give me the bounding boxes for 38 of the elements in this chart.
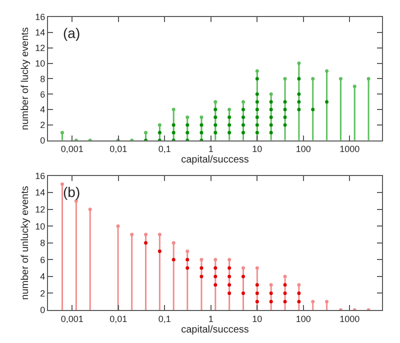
x-tick-label: 1000 [340, 314, 360, 324]
y-tick-label: 10 [35, 58, 46, 68]
annotation: (b) [63, 184, 80, 200]
y-tick-label: 4 [40, 104, 46, 115]
y-tick-label: 14 [35, 188, 46, 198]
y-tick-label: 2 [40, 288, 46, 298]
x-tick-label: 1 [208, 144, 214, 154]
x-tick-label: 100 [296, 144, 311, 154]
y-tick-label: 8 [40, 238, 46, 248]
y-tick-label: 0 [40, 305, 46, 316]
y-tick-label: 0 [40, 136, 46, 146]
x-tick-label: 10 [252, 314, 262, 324]
y-axis-title: number of unlucky events [20, 186, 32, 300]
x-tick-label: 10 [252, 144, 262, 154]
y-tick-label: 6 [40, 254, 46, 265]
y-tick-label: 2 [40, 120, 46, 130]
x-tick-label: 100 [296, 314, 311, 324]
y-tick-label: 16 [35, 12, 46, 22]
y-tick-label: 14 [35, 28, 46, 38]
x-tick-label: 0,01 [110, 144, 128, 154]
x-tick-label: 0,001 [60, 314, 84, 324]
x-tick-label: 0,1 [158, 144, 171, 154]
x-tick-label: 0,1 [158, 314, 171, 324]
y-tick-label: 16 [35, 170, 46, 181]
x-tick-label: 1 [208, 314, 214, 324]
x-tick-label: 0,01 [110, 314, 128, 324]
x-tick-label: 1000 [340, 144, 360, 154]
y-tick-label: 6 [40, 89, 46, 100]
x-axis-title: capital/success [181, 324, 249, 336]
y-tick-label: 10 [35, 221, 46, 232]
x-tick-label: 0,001 [60, 144, 84, 154]
y-axis-title: number of lucky events [20, 27, 32, 130]
x-axis-title: capital/success [181, 154, 249, 166]
y-tick-label: 12 [35, 204, 46, 214]
annotation: (a) [63, 25, 80, 41]
y-tick-label: 8 [40, 74, 46, 84]
y-tick-label: 12 [35, 43, 46, 54]
y-tick-label: 4 [40, 272, 46, 282]
